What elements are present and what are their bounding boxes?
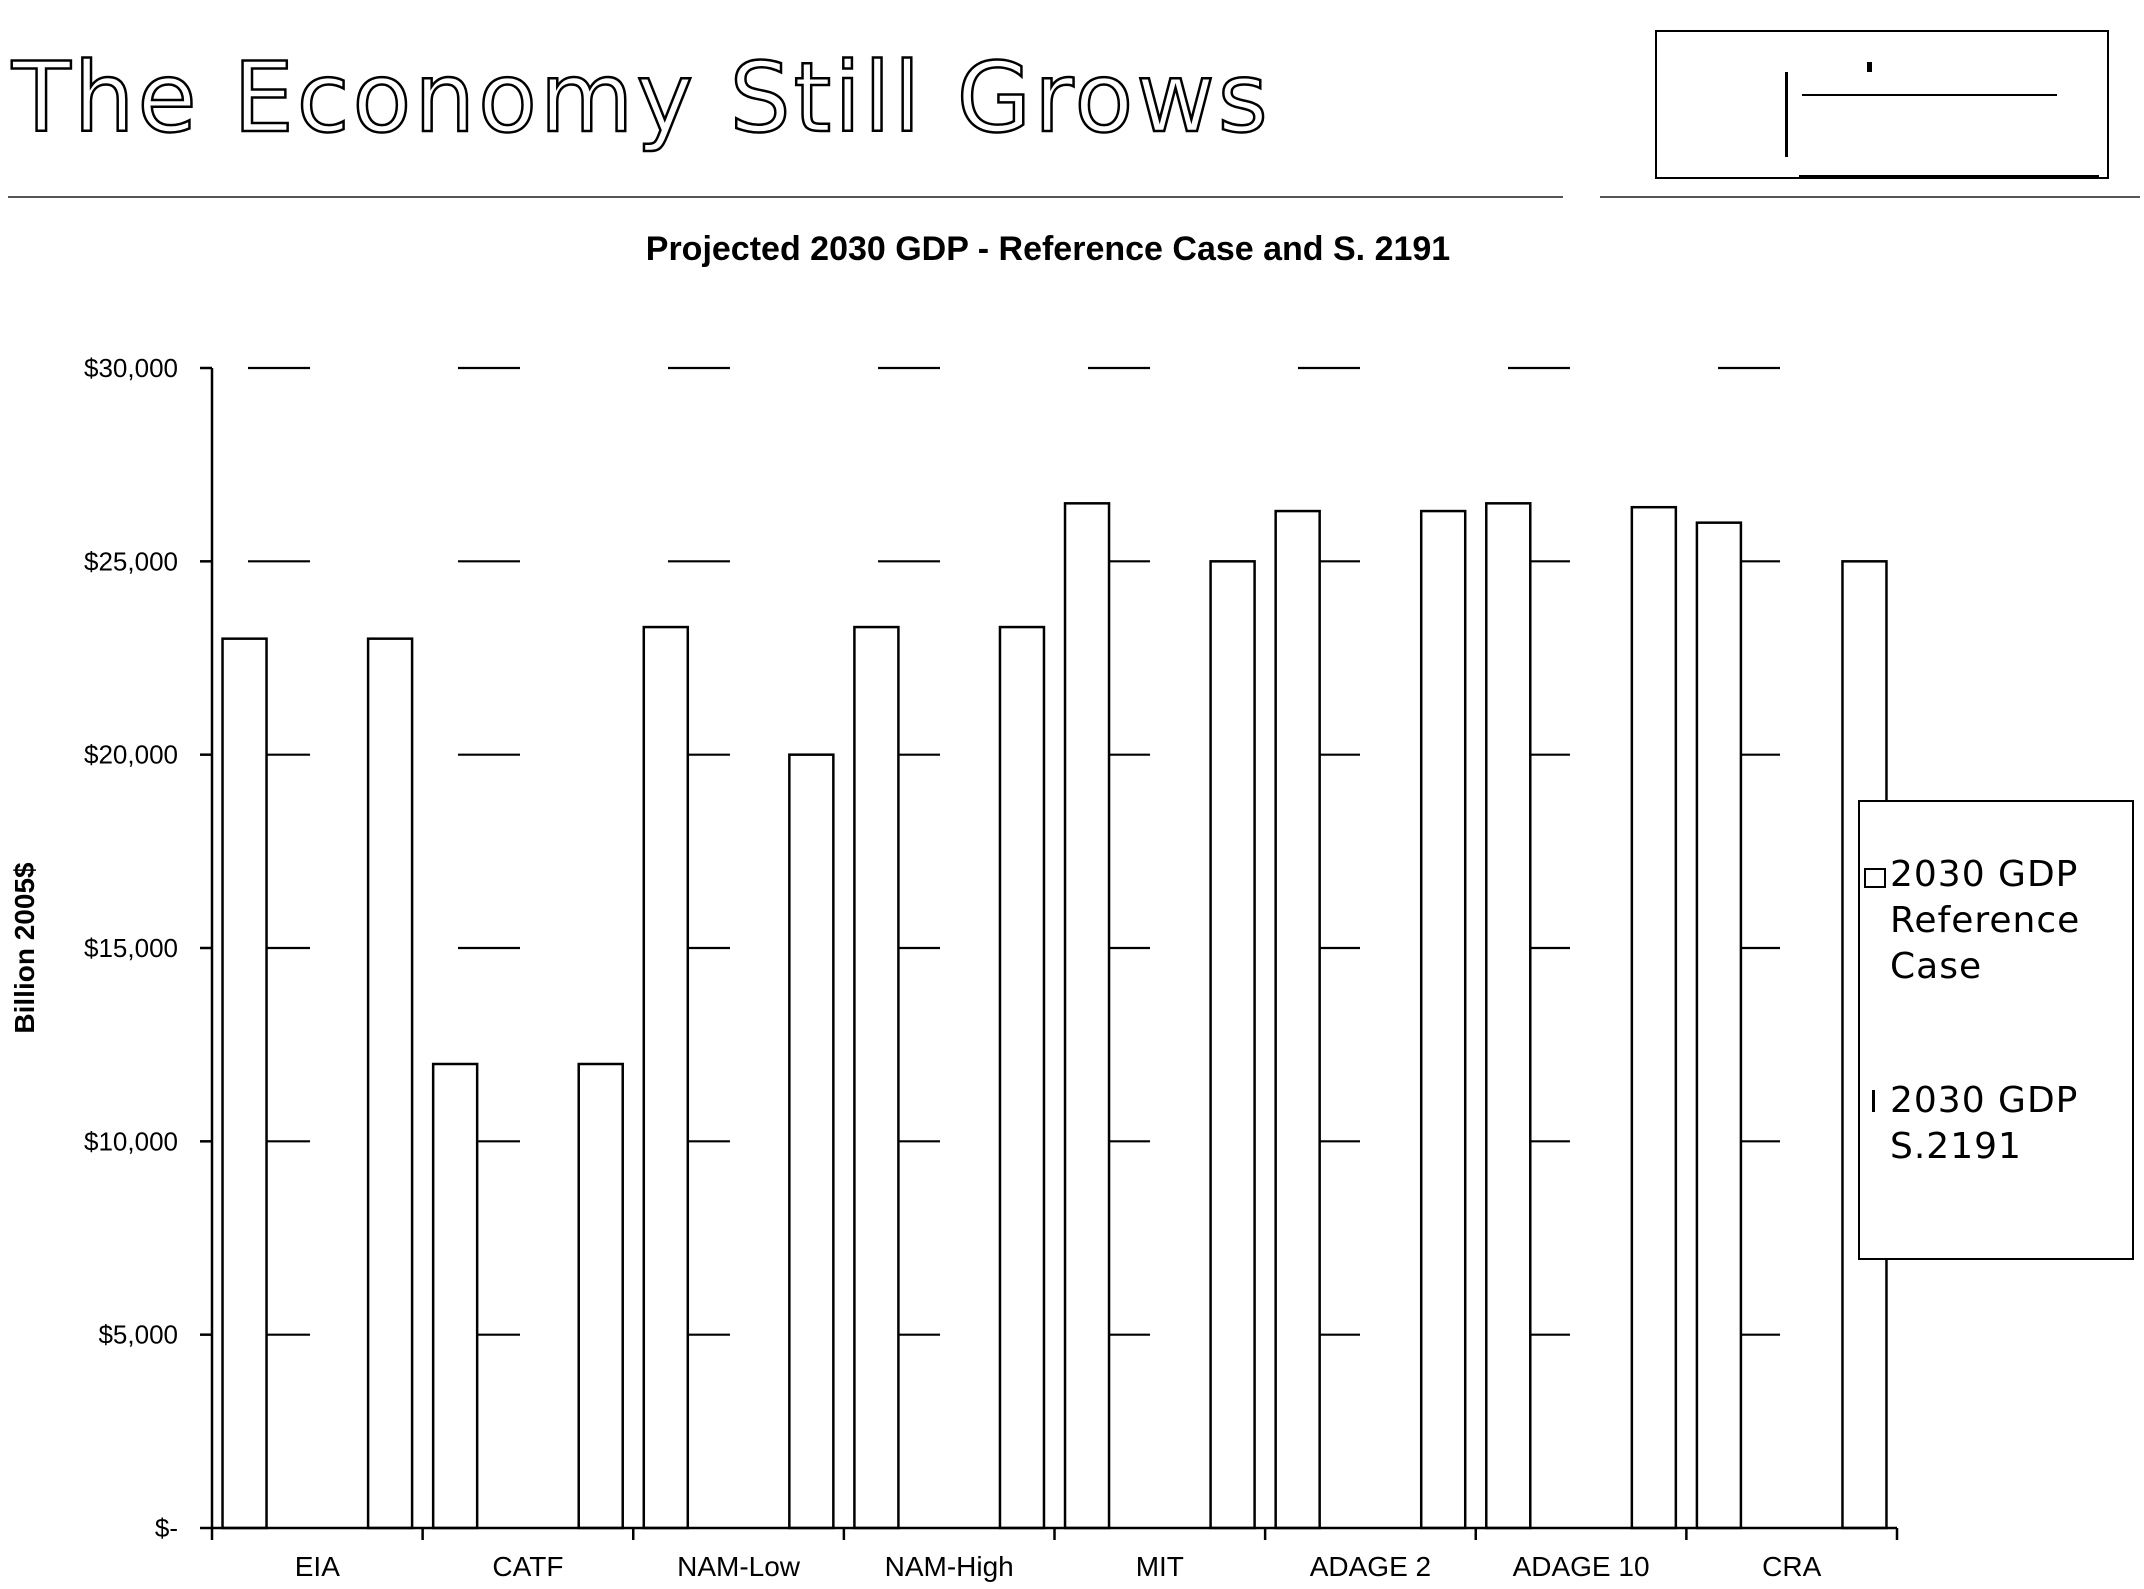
title-divider-left bbox=[8, 196, 1563, 198]
y-tick-label: $20,000 bbox=[84, 740, 178, 770]
bar-reference bbox=[1485, 502, 1532, 1530]
y-tick-label: $10,000 bbox=[84, 1126, 178, 1156]
y-tick-label: $15,000 bbox=[84, 933, 178, 963]
bar-reference bbox=[1063, 502, 1111, 1530]
bar-s2191 bbox=[998, 625, 1046, 1530]
bar-reference bbox=[1274, 509, 1321, 1530]
y-tick-labels: $- $5,000 $10,000 $15,000 $20,000 $25,000 $30,… bbox=[84, 353, 178, 1543]
bar-s2191 bbox=[366, 637, 414, 1530]
title-divider-right bbox=[1600, 196, 2140, 198]
x-tick-label: CATF bbox=[492, 1551, 563, 1582]
x-tick-label: ADAGE 2 bbox=[1310, 1551, 1431, 1582]
x-tick-labels: EIA CATF NAM-Low NAM-High MIT ADAGE 2 ADAGE 10… bbox=[295, 1551, 1822, 1582]
bar-s2191 bbox=[788, 753, 835, 1530]
x-tick-label: MIT bbox=[1136, 1551, 1184, 1582]
legend: 2030 GDP Reference Case 2030 GDP S.2191 bbox=[1858, 800, 2134, 1260]
bar-s2191 bbox=[1209, 560, 1256, 1530]
gridlines bbox=[212, 366, 1897, 1336]
bars bbox=[221, 502, 1888, 1530]
legend-item-reference: 2030 GDP Reference Case bbox=[1864, 852, 2110, 990]
axes bbox=[200, 366, 1899, 1540]
y-tick-label: $25,000 bbox=[84, 546, 178, 576]
x-tick-label: NAM-Low bbox=[677, 1551, 801, 1582]
chart-canvas: Projected 2030 GDP - Reference Case and … bbox=[9, 230, 1899, 1582]
y-tick-label: $- bbox=[155, 1513, 178, 1543]
x-tick-label: NAM-High bbox=[885, 1551, 1014, 1582]
y-axis-label: Billion 2005$ bbox=[9, 862, 40, 1034]
x-tick-label: CRA bbox=[1762, 1551, 1821, 1582]
legend-swatch-reference bbox=[1864, 868, 1886, 888]
bar-reference bbox=[642, 625, 690, 1530]
bar-reference bbox=[1695, 521, 1743, 1530]
legend-swatch-s2191 bbox=[1872, 1090, 1875, 1112]
x-tick-label: ADAGE 10 bbox=[1513, 1551, 1650, 1582]
chart-title: Projected 2030 GDP - Reference Case and … bbox=[646, 230, 1450, 268]
bar-s2191 bbox=[1630, 505, 1678, 1530]
legend-label-reference: 2030 GDP Reference Case bbox=[1890, 854, 2081, 987]
y-tick-label: $5,000 bbox=[98, 1320, 178, 1350]
x-tick-label: EIA bbox=[295, 1551, 340, 1582]
bar-reference bbox=[431, 1062, 479, 1530]
bar-reference bbox=[853, 625, 900, 1530]
slide-title: The Economy Still Grows bbox=[11, 42, 1271, 154]
legend-item-s2191: 2030 GDP S.2191 bbox=[1872, 1078, 2110, 1170]
y-tick-label: $30,000 bbox=[84, 353, 178, 383]
legend-label-s2191: 2030 GDP S.2191 bbox=[1890, 1080, 2079, 1167]
logo bbox=[1655, 30, 2109, 179]
bar-s2191 bbox=[1419, 509, 1467, 1530]
bar-reference bbox=[221, 637, 268, 1530]
gdp-chart: Projected 2030 GDP - Reference Case and … bbox=[0, 220, 2144, 1584]
bar-s2191 bbox=[577, 1062, 624, 1530]
